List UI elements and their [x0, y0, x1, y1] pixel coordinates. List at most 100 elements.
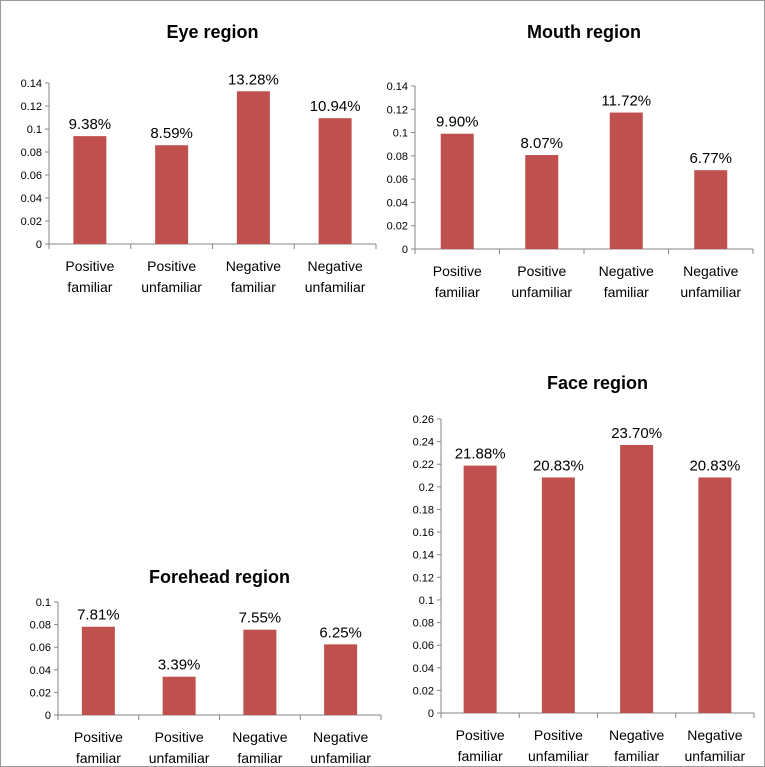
forehead-y-tick-label: 0: [45, 710, 51, 722]
mouth-y-tick-label: 0.1: [393, 128, 408, 140]
face-category-label: Positive: [534, 727, 583, 743]
eye-category-label: Negative: [226, 258, 281, 274]
forehead-category-label: Negative: [313, 729, 368, 745]
forehead-y-tick-label: 0.06: [30, 642, 51, 654]
face-category-label: unfamiliar: [685, 748, 746, 764]
face-category-label: unfamiliar: [528, 748, 589, 764]
mouth-y-tick-label: 0.02: [387, 221, 408, 233]
eye-category-label: familiar: [231, 279, 276, 295]
mouth-category-label: familiar: [435, 284, 480, 300]
mouth-y-tick-label: 0: [402, 244, 408, 256]
face-y-tick-label: 0: [428, 708, 434, 720]
face-y-tick-label: 0.14: [413, 550, 434, 562]
eye-bar: [236, 91, 270, 244]
eye-bar: [318, 118, 352, 244]
forehead-data-label: 3.39%: [158, 657, 201, 674]
mouth-category-label: unfamiliar: [511, 284, 572, 300]
forehead-y-tick-label: 0.04: [30, 665, 51, 677]
mouth-category-label: familiar: [604, 284, 649, 300]
eye-category-label: Positive: [147, 258, 196, 274]
eye-y-tick-label: 0.12: [21, 101, 42, 113]
eye-category-label: unfamiliar: [305, 279, 366, 295]
eye-y-tick-label: 0: [36, 239, 42, 251]
mouth-y-tick-label: 0.12: [387, 104, 408, 116]
mouth-y-tick-label: 0.08: [387, 151, 408, 163]
mouth-y-tick-label: 0.06: [387, 174, 408, 186]
forehead-category-label: Positive: [74, 729, 123, 745]
face-bar: [698, 477, 732, 713]
forehead-category-label: unfamiliar: [149, 750, 210, 766]
forehead-data-label: 7.55%: [239, 610, 282, 627]
mouth-data-label: 9.90%: [436, 114, 479, 131]
mouth-category-label: Positive: [433, 263, 482, 279]
face-data-label: 20.83%: [689, 457, 740, 474]
eye-y-tick-label: 0.08: [21, 147, 42, 159]
eye-bar: [73, 136, 107, 244]
face-y-tick-label: 0.16: [413, 527, 434, 539]
mouth-y-tick-label: 0.14: [387, 81, 408, 93]
mouth-data-label: 8.07%: [520, 135, 563, 152]
forehead-region-chart: Forehead region 0 0.02 0.04 0.06 0.08 0.1 7.81%…: [30, 567, 382, 766]
face-chart-title: Face region: [547, 373, 648, 393]
forehead-y-tick-label: 0.08: [30, 620, 51, 632]
face-category-label: familiar: [614, 748, 659, 764]
forehead-y-tick-label: 0.1: [36, 597, 51, 609]
face-y-tick-label: 0.24: [413, 437, 434, 449]
mouth-category-label: Negative: [599, 263, 654, 279]
face-y-tick-label: 0.18: [413, 504, 434, 516]
face-y-tick-label: 0.06: [413, 640, 434, 652]
face-category-label: familiar: [458, 748, 503, 764]
eye-data-label: 8.59%: [150, 125, 193, 142]
face-bar: [541, 477, 575, 713]
forehead-category-label: familiar: [237, 750, 282, 766]
mouth-bar: [440, 133, 474, 249]
eye-category-label: Negative: [307, 258, 362, 274]
mouth-category-label: Positive: [517, 263, 566, 279]
forehead-data-label: 6.25%: [319, 624, 362, 641]
eye-y-tick-label: 0.1: [27, 124, 42, 136]
forehead-bar: [324, 644, 358, 715]
face-y-tick-label: 0.22: [413, 459, 434, 471]
eye-category-label: unfamiliar: [141, 279, 202, 295]
eye-data-label: 13.28%: [228, 71, 279, 88]
eye-y-tick-label: 0.04: [21, 193, 42, 205]
forehead-chart-title: Forehead region: [149, 567, 290, 587]
mouth-category-label: Negative: [683, 263, 738, 279]
eye-region-chart: Eye region 0 0.02 0.04 0.06 0.08 0.1 0.12 0.14 9.…: [21, 22, 377, 295]
mouth-bar: [694, 170, 728, 249]
eye-y-tick-label: 0.14: [21, 78, 42, 90]
eye-chart-title: Eye region: [166, 22, 258, 42]
eye-category-label: familiar: [67, 279, 112, 295]
face-category-label: Negative: [609, 727, 664, 743]
face-data-label: 23.70%: [611, 425, 662, 442]
forehead-y-tick-label: 0.02: [30, 687, 51, 699]
face-y-tick-label: 0.2: [419, 482, 434, 494]
mouth-region-chart: Mouth region 0 0.02 0.04 0.06 0.08 0.1 0.12 0.14…: [387, 22, 754, 300]
eye-data-label: 10.94%: [310, 98, 361, 115]
forehead-bar: [162, 676, 196, 715]
face-category-label: Negative: [687, 727, 742, 743]
forehead-category-label: Negative: [232, 729, 287, 745]
face-data-label: 21.88%: [455, 446, 506, 463]
face-y-tick-label: 0.04: [413, 663, 434, 675]
face-category-label: Positive: [456, 727, 505, 743]
face-y-tick-label: 0.02: [413, 685, 434, 697]
mouth-data-label: 6.77%: [689, 150, 732, 167]
eye-y-tick-label: 0.06: [21, 170, 42, 182]
mouth-category-label: unfamiliar: [680, 284, 741, 300]
face-bar: [620, 445, 654, 713]
mouth-bar: [609, 112, 643, 249]
face-region-chart: Face region 0 0.02 0.04 0.06 0.08 0.1 0.12 0.14 0…: [413, 373, 755, 764]
face-y-tick-label: 0.12: [413, 572, 434, 584]
eye-category-label: Positive: [65, 258, 114, 274]
face-data-label: 20.83%: [533, 457, 584, 474]
forehead-category-label: familiar: [76, 750, 121, 766]
eye-data-label: 9.38%: [69, 116, 112, 133]
eye-y-tick-label: 0.02: [21, 216, 42, 228]
face-y-tick-label: 0.08: [413, 618, 434, 630]
forehead-data-label: 7.81%: [77, 607, 120, 624]
mouth-bar: [525, 155, 559, 249]
mouth-chart-title: Mouth region: [527, 22, 641, 42]
mouth-y-tick-label: 0.04: [387, 197, 408, 209]
